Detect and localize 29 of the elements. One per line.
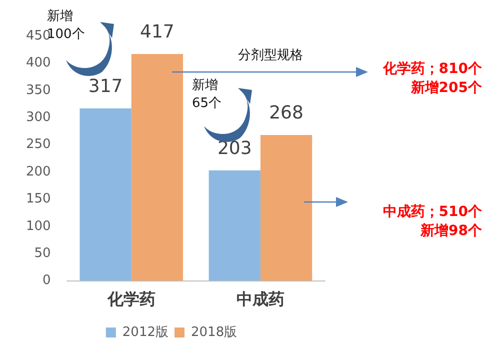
bar [80,108,132,281]
y-tick-label: 300 [26,110,51,125]
legend-label: 2018版 [191,324,238,340]
data-label: 417 [140,22,174,43]
y-tick-label: 100 [26,218,51,234]
annotation: 65个 [192,95,222,112]
annotation: 新增 [192,77,218,94]
y-tick-label: 0 [42,273,51,288]
x-tick-label: 化学药 [106,290,156,309]
bar [208,170,260,281]
text: 新增98个 [420,223,482,240]
data-label: 268 [269,102,304,124]
y-tick-label: 150 [26,192,51,207]
data-label: 317 [88,76,123,98]
bar [131,54,183,281]
y-tick-label: 250 [26,137,51,152]
data-label: 203 [217,138,252,160]
y-tick-label: 400 [26,56,51,71]
y-tick-label: 50 [34,246,51,261]
x-tick-label: 中成药 [236,290,284,309]
text: 新增 [47,8,73,25]
text: 中成药；510个 [382,204,482,221]
legend-label: 2012版 [122,324,169,340]
y-tick-label: 350 [26,82,51,98]
text: 化学药；810个 [382,61,482,78]
text: 新增205个 [410,80,482,97]
bar [260,135,312,281]
annotation: 分剂型规格 [238,47,303,64]
y-tick-label: 200 [26,164,51,180]
